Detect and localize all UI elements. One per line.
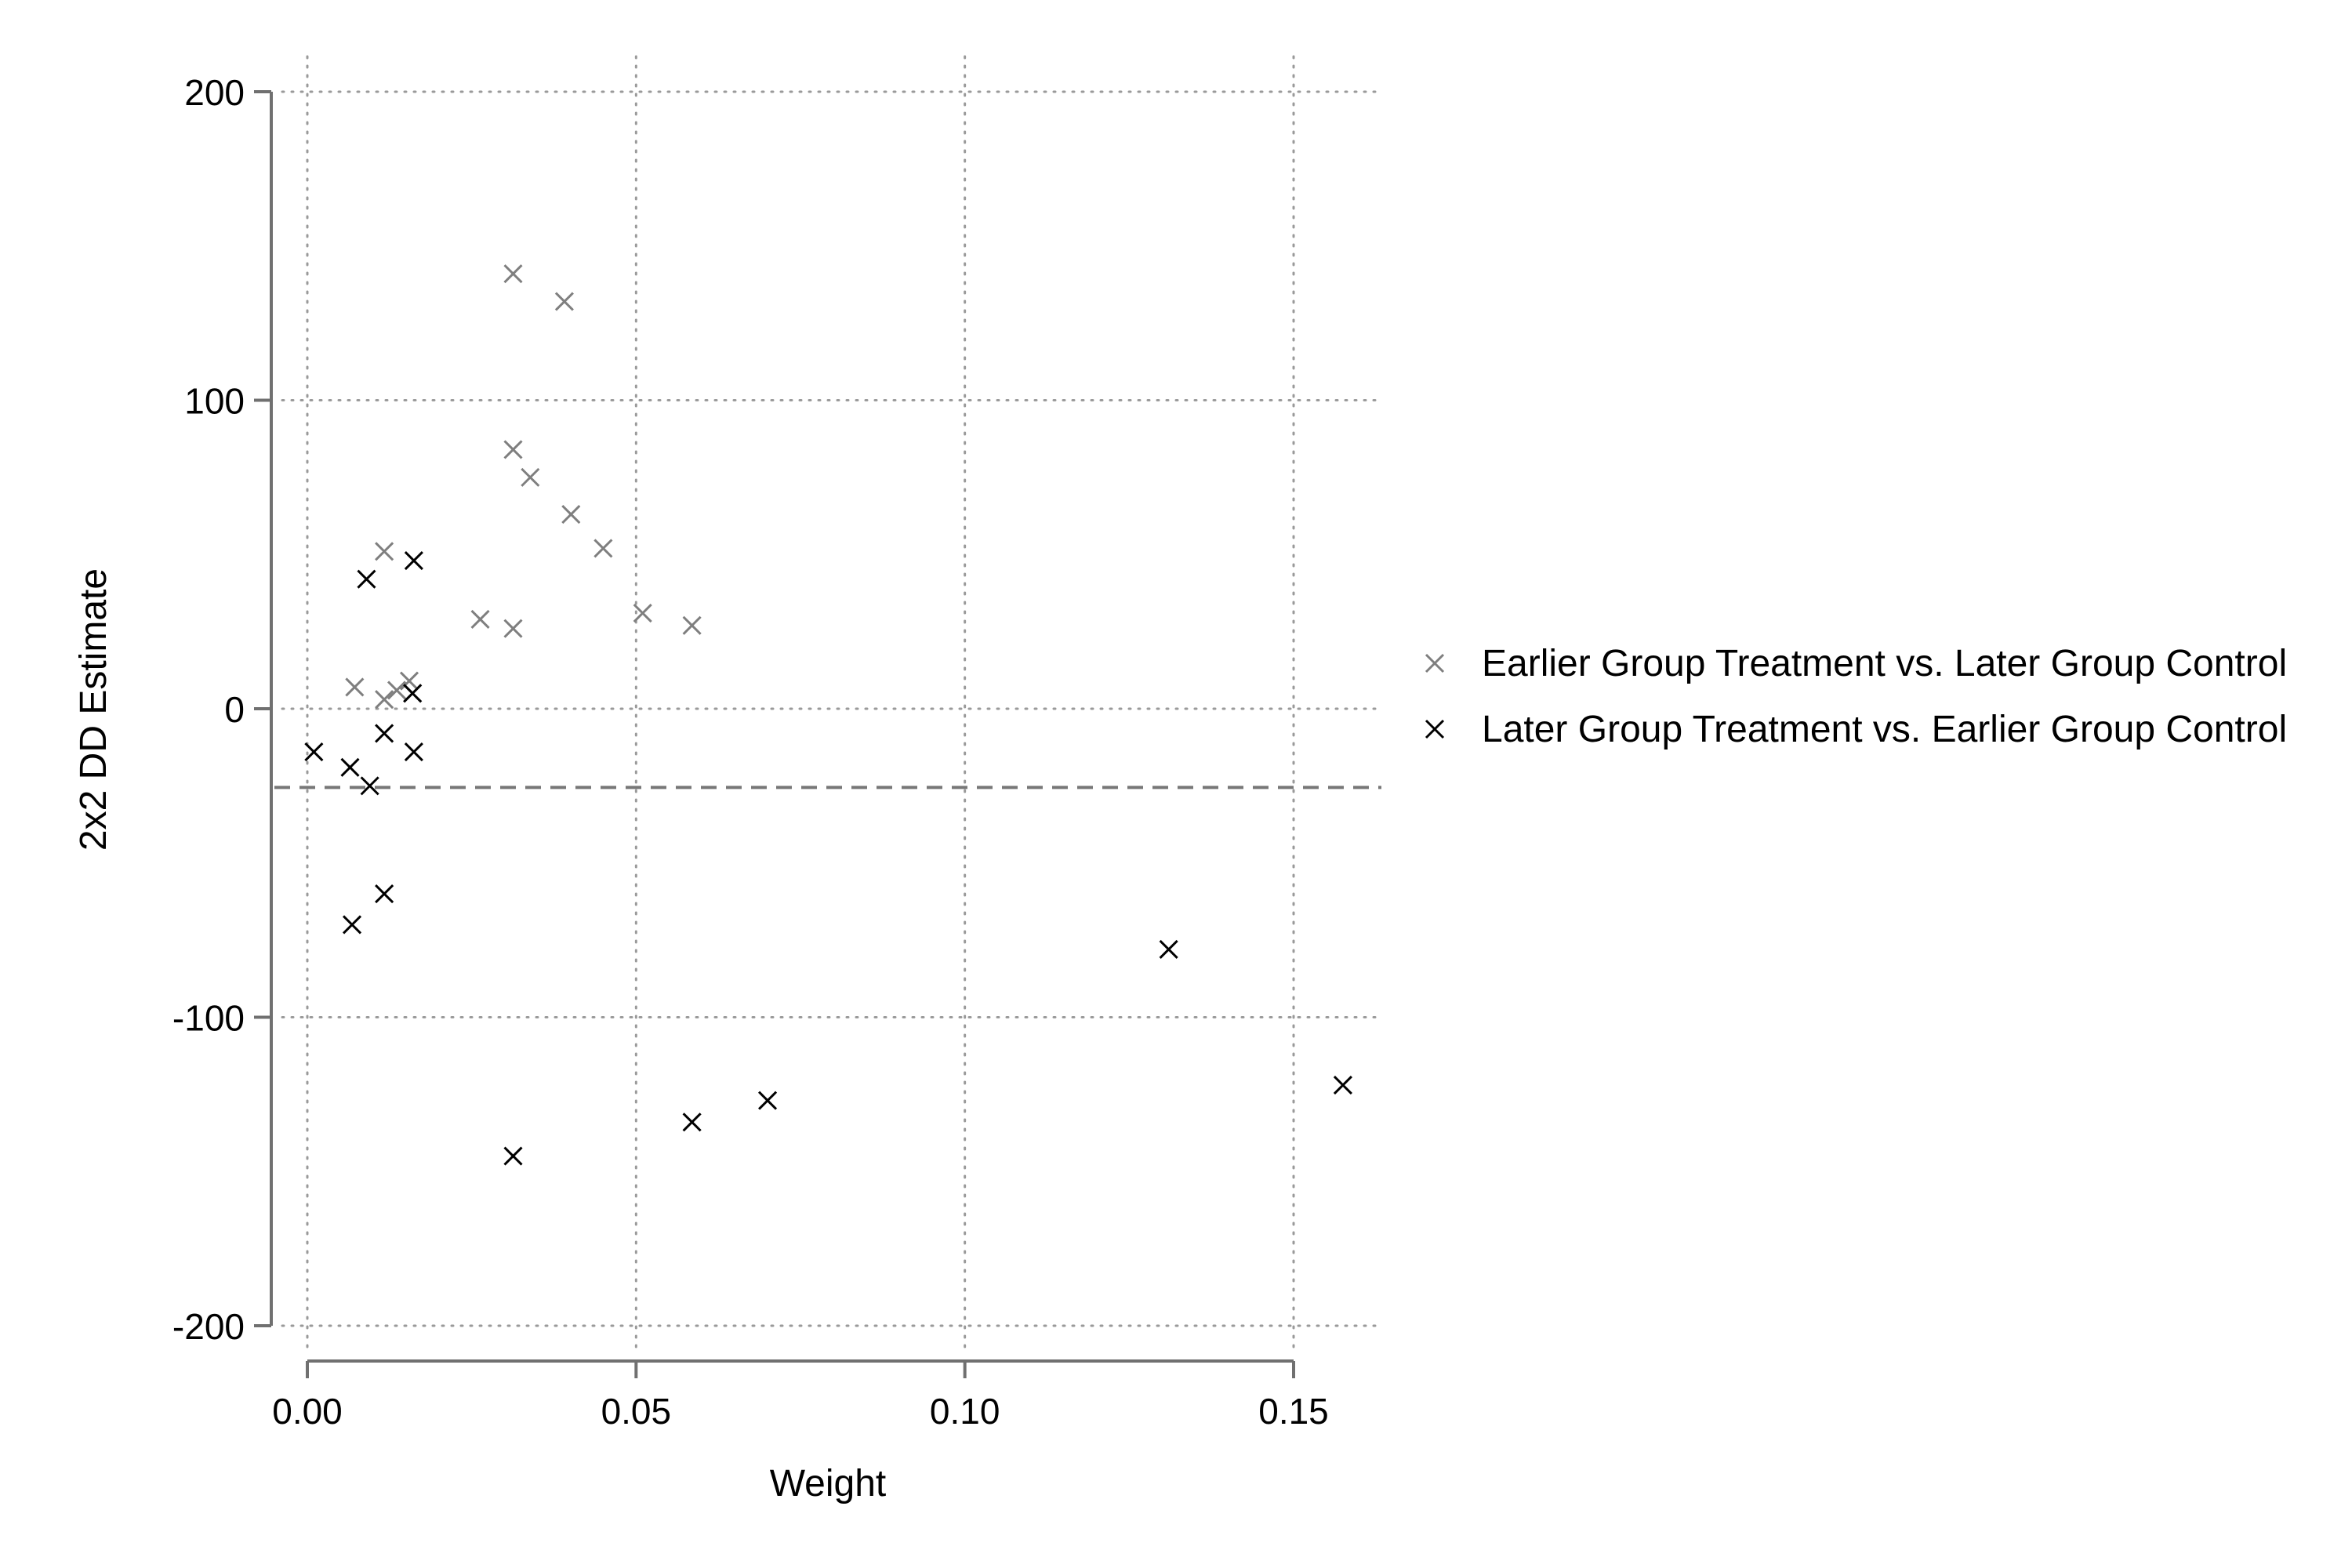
point-later-treatment [375, 724, 394, 743]
marker-stroke [593, 539, 613, 558]
point-later-treatment [404, 551, 423, 571]
marker-stroke [503, 440, 523, 459]
point-later-treatment [403, 684, 423, 703]
point-earlier-treatment [682, 615, 702, 635]
axes: -200 -100 0 100 200 0.00 0.05 0.10 0.15 [172, 72, 1329, 1432]
point-earlier-treatment [375, 542, 394, 561]
marker-stroke [503, 264, 523, 284]
point-later-treatment [360, 776, 379, 796]
point-earlier-treatment [387, 681, 407, 700]
marker-stroke [1333, 1076, 1352, 1095]
point-later-treatment [682, 1112, 702, 1132]
point-later-treatment [357, 569, 376, 589]
y-tick-label: -100 [172, 998, 245, 1039]
point-earlier-treatment [633, 603, 652, 623]
x-axis-title: Weight [770, 1463, 887, 1504]
point-earlier-treatment [503, 619, 523, 638]
marker-stroke [342, 915, 362, 935]
marker-stroke [375, 542, 394, 561]
point-earlier-treatment [399, 671, 419, 691]
y-tick-label: 200 [184, 72, 245, 113]
point-earlier-treatment [375, 690, 394, 710]
marker-stroke [404, 551, 423, 571]
marker-stroke [387, 681, 407, 700]
marker-stroke [503, 1146, 523, 1166]
marker-stroke [399, 671, 419, 691]
grid-lines [281, 55, 1381, 1352]
point-earlier-treatment [503, 440, 523, 459]
legend-item: Earlier Group Treatment vs. Later Group … [1425, 643, 2287, 684]
marker-stroke [503, 619, 523, 638]
data-points [304, 264, 1352, 1166]
point-earlier-treatment [593, 539, 613, 558]
point-earlier-treatment [554, 292, 574, 311]
point-later-treatment [758, 1091, 778, 1110]
marker-stroke [375, 690, 394, 710]
marker-stroke [470, 609, 490, 629]
marker-stroke [345, 677, 365, 697]
legend-marker [1425, 653, 1445, 673]
legend-label: Earlier Group Treatment vs. Later Group … [1482, 643, 2287, 684]
point-later-treatment [1159, 939, 1178, 959]
marker-stroke [682, 615, 702, 635]
marker-stroke [340, 757, 360, 777]
point-later-treatment [404, 742, 423, 762]
marker-stroke [403, 684, 423, 703]
marker-stroke [633, 603, 652, 623]
marker-stroke [375, 724, 394, 743]
marker-stroke [554, 292, 574, 311]
x-tick-label: 0.05 [601, 1391, 672, 1432]
point-later-treatment [503, 1146, 523, 1166]
point-earlier-treatment [470, 609, 490, 629]
point-later-treatment [375, 884, 394, 904]
y-tick-label: 0 [224, 689, 245, 730]
point-earlier-treatment [561, 505, 581, 524]
marker-stroke [404, 742, 423, 762]
marker-stroke [1159, 939, 1178, 959]
point-later-treatment [304, 742, 324, 762]
marker-stroke [561, 505, 581, 524]
marker-stroke [521, 467, 540, 487]
y-tick-label: 100 [184, 381, 245, 422]
y-tick-label: -200 [172, 1306, 245, 1347]
marker-stroke [304, 742, 324, 762]
x-tick-label: 0.00 [272, 1391, 343, 1432]
legend-label: Later Group Treatment vs. Earlier Group … [1482, 709, 2287, 750]
x-tick-label: 0.15 [1258, 1391, 1329, 1432]
point-earlier-treatment [345, 677, 365, 697]
marker-stroke [357, 569, 376, 589]
legend: Earlier Group Treatment vs. Later Group … [1425, 643, 2287, 750]
point-earlier-treatment [521, 467, 540, 487]
marker-stroke [682, 1112, 702, 1132]
marker-stroke [375, 884, 394, 904]
x-tick-label: 0.10 [930, 1391, 1000, 1432]
y-axis-title: 2x2 DD Estimate [73, 568, 114, 851]
marker-stroke [360, 776, 379, 796]
point-later-treatment [1333, 1076, 1352, 1095]
marker-stroke [758, 1091, 778, 1110]
point-earlier-treatment [503, 264, 523, 284]
legend-item: Later Group Treatment vs. Earlier Group … [1425, 709, 2287, 750]
point-later-treatment [342, 915, 362, 935]
point-later-treatment [340, 757, 360, 777]
legend-marker [1425, 719, 1445, 739]
